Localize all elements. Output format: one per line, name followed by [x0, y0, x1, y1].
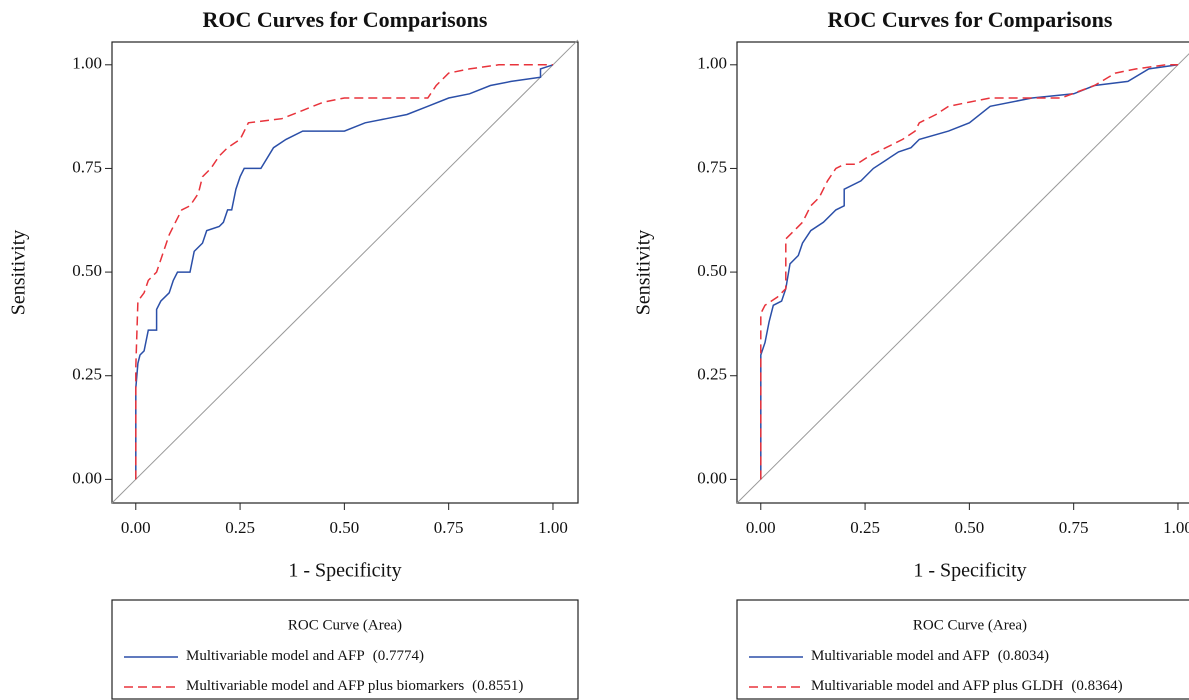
- legend-label: Multivariable model and AFP (0.7774): [186, 648, 424, 664]
- x-tick-label: 0.75: [434, 518, 464, 537]
- x-axis-title: 1 - Specificity: [913, 560, 1026, 582]
- chart-title: ROC Curves for Comparisons: [203, 7, 488, 32]
- legend-area: (0.7774): [373, 648, 424, 664]
- legend-name: Multivariable model and AFP: [186, 648, 365, 664]
- y-tick-label: 0.25: [697, 365, 727, 384]
- y-tick-label: 0.50: [72, 261, 102, 280]
- y-tick-label: 0.00: [72, 468, 102, 487]
- y-tick-label: 0.75: [72, 157, 102, 176]
- legend-area: (0.8364): [1071, 678, 1122, 694]
- legend-box: [111, 599, 579, 700]
- x-axis-title: 1 - Specificity: [288, 560, 401, 582]
- x-tick-label: 0.75: [1059, 518, 1089, 537]
- x-tick-label: 0.50: [329, 518, 359, 537]
- y-tick-label: 1.00: [697, 54, 727, 73]
- legend-name: Multivariable model and AFP: [811, 648, 990, 664]
- x-tick-label: 1.00: [538, 518, 568, 537]
- y-tick-label: 0.00: [697, 468, 727, 487]
- legend-label: Multivariable model and AFP (0.8034): [811, 648, 1049, 664]
- chart-title: ROC Curves for Comparisons: [828, 7, 1113, 32]
- reference-line: [111, 39, 579, 504]
- reference-line: [736, 53, 1189, 504]
- legend-name: Multivariable model and AFP plus GLDH: [811, 678, 1064, 694]
- y-tick-label: 0.75: [697, 157, 727, 176]
- roc-curve: [135, 64, 554, 480]
- x-tick-label: 0.00: [746, 518, 776, 537]
- x-tick-label: 0.25: [850, 518, 880, 537]
- legend-area: (0.8034): [998, 648, 1049, 664]
- legend-box: [736, 599, 1189, 700]
- legend-area: (0.8551): [472, 678, 523, 694]
- y-tick-label: 0.25: [72, 365, 102, 384]
- y-tick-label: 0.50: [697, 261, 727, 280]
- plot-frame: [736, 41, 1189, 504]
- x-tick-label: 0.25: [225, 518, 255, 537]
- roc-curve: [760, 64, 1178, 480]
- roc-curve: [135, 64, 553, 480]
- y-axis-title: Sensitivity: [633, 230, 655, 316]
- legend-label: Multivariable model and AFP plus biomark…: [186, 678, 523, 694]
- y-axis-title: Sensitivity: [8, 230, 30, 316]
- x-tick-label: 0.00: [121, 518, 151, 537]
- x-tick-label: 0.50: [954, 518, 984, 537]
- y-tick-label: 1.00: [72, 54, 102, 73]
- legend-title: ROC Curve (Area): [288, 617, 402, 633]
- legend-title: ROC Curve (Area): [913, 617, 1027, 633]
- legend-label: Multivariable model and AFP plus GLDH (0.…: [811, 678, 1123, 694]
- legend-name: Multivariable model and AFP plus biomark…: [186, 678, 464, 694]
- x-tick-label: 1.00: [1163, 518, 1189, 537]
